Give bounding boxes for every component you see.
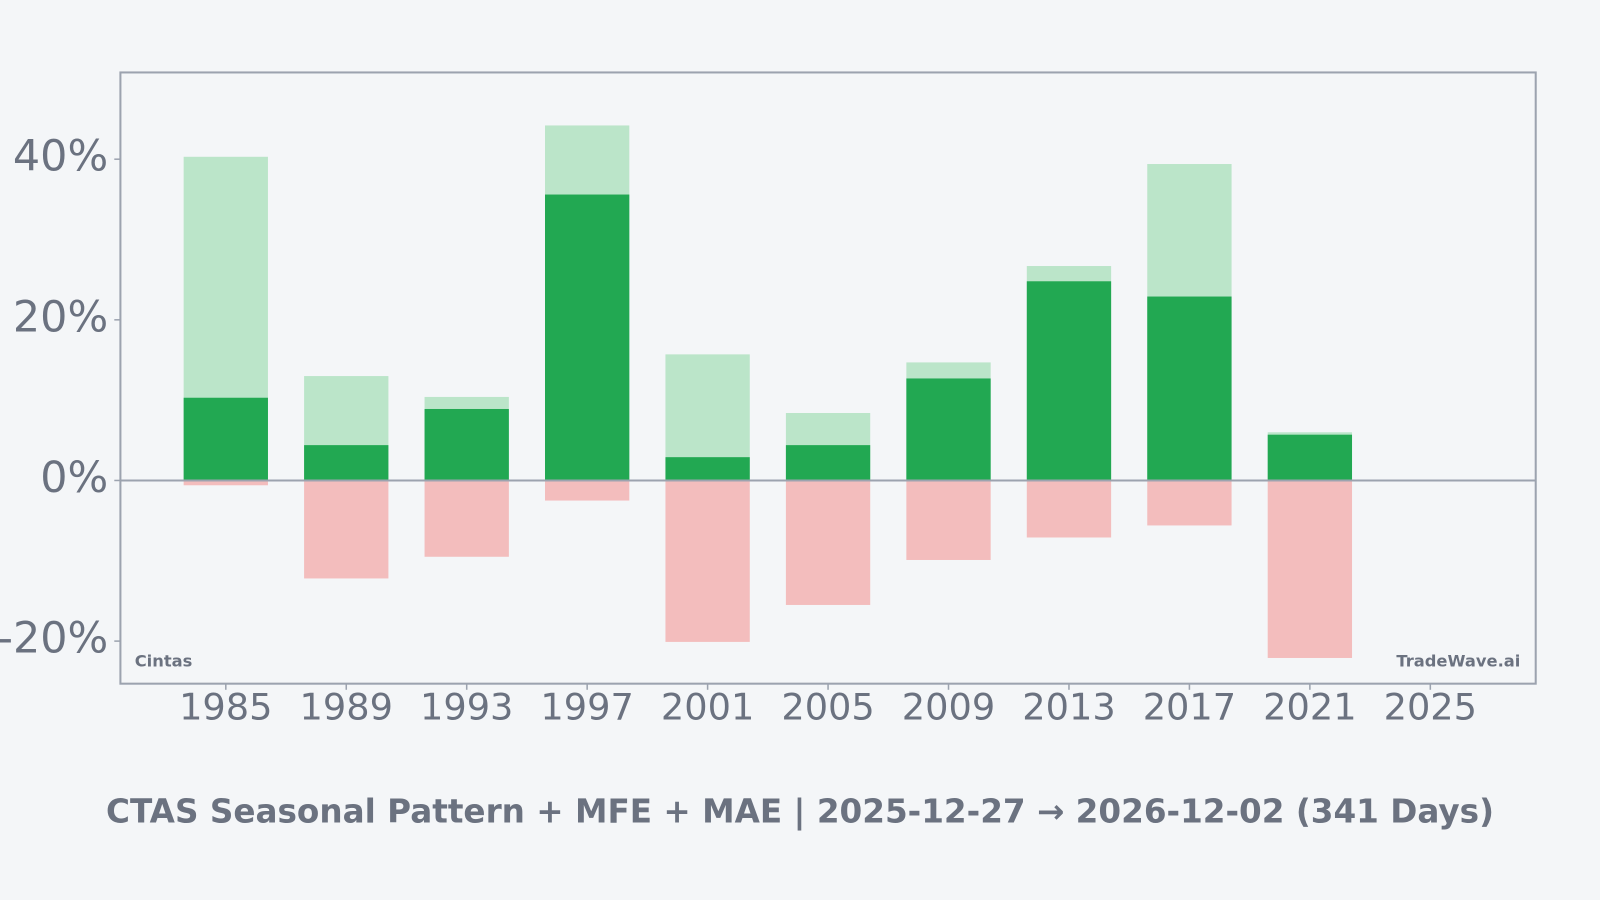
bar — [424, 408, 509, 481]
bar — [665, 480, 750, 642]
bar — [304, 445, 389, 481]
x-tick-label: 2009 — [902, 686, 995, 729]
bar — [906, 480, 991, 560]
x-tick-label: 2005 — [781, 686, 874, 729]
x-tick-label: 2001 — [661, 686, 754, 729]
plot-frame — [119, 71, 1537, 685]
bar — [304, 480, 389, 579]
x-tick-label: 2017 — [1143, 686, 1236, 729]
watermark: TradeWave.ai — [1396, 652, 1520, 671]
bar — [545, 480, 630, 501]
bar — [785, 445, 871, 481]
bar — [424, 480, 509, 557]
bar — [1147, 480, 1232, 526]
bar — [1026, 281, 1112, 481]
x-tick-label: 1989 — [300, 686, 393, 729]
bar — [183, 480, 268, 486]
bar — [183, 397, 268, 481]
bar — [906, 378, 991, 481]
y-tick-label: -20% — [0, 614, 108, 664]
x-tick-label: 2013 — [1022, 686, 1115, 729]
bar — [785, 480, 871, 605]
bar — [1267, 434, 1353, 481]
bar — [665, 457, 750, 481]
x-tick-label: 1993 — [420, 686, 513, 729]
y-tick-label: 20% — [13, 292, 108, 342]
source-note: Cintas — [135, 652, 193, 671]
bar — [1267, 480, 1353, 658]
bar — [1026, 480, 1112, 538]
x-tick-label: 1985 — [179, 686, 272, 729]
x-tick-label: 2021 — [1263, 686, 1356, 729]
bar — [545, 194, 630, 481]
x-tick-label: 1997 — [540, 686, 633, 729]
y-tick-label: 0% — [40, 453, 108, 503]
x-tick-label: 2025 — [1384, 686, 1477, 729]
y-tick-label: 40% — [13, 132, 108, 182]
chart-title: CTAS Seasonal Pattern + MFE + MAE | 2025… — [106, 792, 1494, 831]
bar — [1147, 296, 1232, 481]
